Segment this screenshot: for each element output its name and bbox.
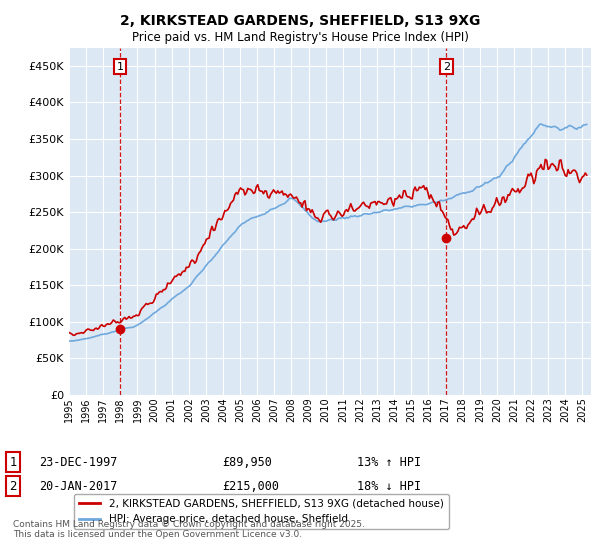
Text: 2: 2	[10, 479, 17, 493]
Text: 2: 2	[443, 62, 450, 72]
Text: Contains HM Land Registry data © Crown copyright and database right 2025.
This d: Contains HM Land Registry data © Crown c…	[13, 520, 365, 539]
Text: 1: 1	[10, 455, 17, 469]
Text: 1: 1	[116, 62, 124, 72]
Text: £215,000: £215,000	[222, 479, 279, 493]
Text: £89,950: £89,950	[222, 455, 272, 469]
Text: 18% ↓ HPI: 18% ↓ HPI	[357, 479, 421, 493]
Text: 2, KIRKSTEAD GARDENS, SHEFFIELD, S13 9XG: 2, KIRKSTEAD GARDENS, SHEFFIELD, S13 9XG	[120, 14, 480, 28]
Legend: 2, KIRKSTEAD GARDENS, SHEFFIELD, S13 9XG (detached house), HPI: Average price, d: 2, KIRKSTEAD GARDENS, SHEFFIELD, S13 9XG…	[74, 494, 449, 529]
Text: 13% ↑ HPI: 13% ↑ HPI	[357, 455, 421, 469]
Text: 23-DEC-1997: 23-DEC-1997	[39, 455, 118, 469]
Text: 20-JAN-2017: 20-JAN-2017	[39, 479, 118, 493]
Text: Price paid vs. HM Land Registry's House Price Index (HPI): Price paid vs. HM Land Registry's House …	[131, 31, 469, 44]
